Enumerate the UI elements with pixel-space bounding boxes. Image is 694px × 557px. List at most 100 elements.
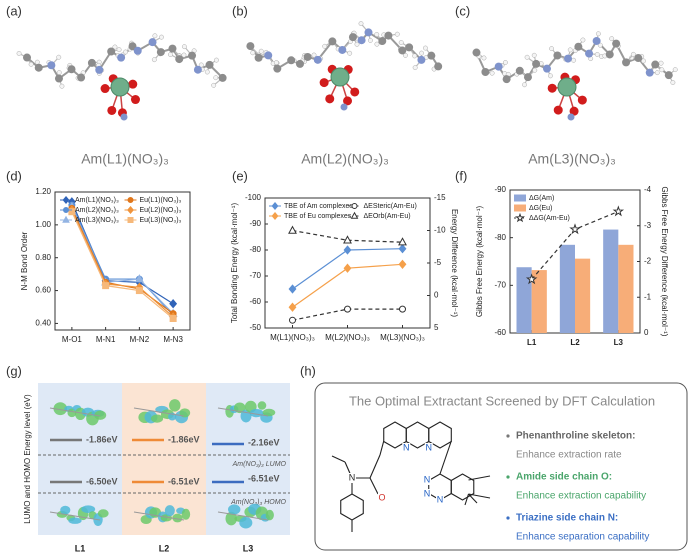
summary-title: The Optimal Extractant Screened by DFT C…: [349, 393, 655, 408]
atom: [494, 62, 503, 71]
marker: [343, 235, 352, 244]
atom: [254, 53, 263, 62]
atom: [193, 65, 202, 74]
legend-label: ΔG(Am): [529, 195, 554, 202]
atom: [56, 70, 62, 75]
atom: [547, 83, 557, 93]
atom: [116, 47, 122, 53]
bond: [439, 440, 452, 475]
marker: [169, 299, 178, 309]
marker: [102, 282, 110, 290]
legend-label: ΔESteric(Am-Eu): [364, 203, 417, 210]
point-text: Enhance separation capability: [516, 532, 649, 543]
atom: [422, 45, 428, 51]
point-text: Enhance extraction rate: [516, 450, 622, 461]
atom: [350, 87, 360, 97]
legend-label: ΔEOrb(Am-Eu): [364, 213, 411, 220]
legend-label: Am(L2)(NO₃)₃: [75, 207, 119, 214]
atom: [580, 37, 586, 43]
atom: [151, 57, 157, 63]
marker: [525, 273, 538, 285]
atom: [654, 70, 660, 76]
legend-label: TBE of Am complexes: [284, 203, 353, 210]
marker: [343, 263, 352, 273]
atom: [112, 44, 118, 50]
atom: [100, 84, 110, 94]
plot-frame: [54, 191, 191, 331]
panel-label: (a): [6, 3, 22, 18]
atom: [378, 37, 387, 46]
legend-marker: [351, 203, 358, 209]
atom: [95, 65, 104, 74]
atom: [605, 50, 614, 59]
molecule-skeleton: [49, 511, 101, 521]
orbital-lobe: [228, 504, 241, 515]
atom: [658, 60, 664, 66]
atom: [264, 51, 273, 60]
point-heading: Amide side chain O:: [516, 472, 612, 483]
orbital-lobe: [172, 513, 183, 523]
atom: [107, 47, 116, 56]
bullet: [506, 434, 510, 438]
molecule-skeleton: [49, 407, 101, 417]
label-bg: [423, 475, 431, 485]
legend-label: ΔΔG(Am-Eu): [529, 215, 570, 222]
structure-caption: Am(L3)(NO₃)₃: [528, 151, 616, 167]
atom: [523, 73, 532, 82]
legend-marker: [127, 205, 134, 215]
bond: [464, 493, 470, 506]
atom: [594, 52, 600, 57]
atom: [670, 80, 676, 85]
atom: [16, 50, 22, 56]
atom: [522, 82, 527, 88]
x-tick-label: L1: [527, 338, 537, 347]
atom: [374, 31, 380, 37]
atom: [577, 95, 587, 105]
panel-label: (g): [6, 363, 22, 378]
atom: [434, 62, 443, 71]
atom: [622, 58, 631, 67]
atom: [273, 60, 279, 66]
atom: [117, 53, 126, 62]
atom: [156, 48, 165, 57]
legend-label: Am(L1)(NO₃)₃: [75, 197, 119, 204]
point-text: Enhance extraction capability: [516, 491, 646, 502]
atom: [47, 61, 56, 70]
atom: [398, 40, 404, 45]
bar: [516, 267, 532, 333]
atom-label: N: [424, 474, 431, 484]
atom: [405, 43, 414, 52]
x-tick-label: M(L2)(NO₃)₃: [325, 333, 370, 342]
lumo-energy: -1.86eV: [168, 434, 200, 444]
atom: [328, 37, 337, 46]
atom: [548, 73, 553, 79]
orbital-lobe: [53, 402, 68, 416]
atom: [322, 43, 328, 49]
x-tick-label: M-N3: [163, 335, 183, 344]
atom: [532, 59, 541, 68]
atom: [295, 59, 304, 68]
y-tick-label: 0.40: [35, 319, 51, 328]
atom-label: N: [424, 488, 431, 498]
y-tick-label: 5: [434, 323, 439, 332]
marker: [612, 205, 625, 217]
marker: [343, 245, 352, 255]
y-tick-label: -10: [434, 226, 446, 235]
atom: [168, 44, 177, 53]
atom: [287, 56, 296, 65]
bar: [575, 258, 591, 333]
atom: [181, 44, 187, 50]
marker: [398, 237, 407, 246]
x-tick-label: M-O1: [62, 335, 83, 344]
legend-swatch: [514, 204, 526, 212]
x-tick-label: L3: [614, 338, 624, 347]
atom: [313, 55, 322, 64]
marker: [288, 284, 297, 294]
ring: [340, 493, 364, 521]
atom: [348, 33, 357, 42]
bar: [603, 229, 619, 333]
atom: [569, 106, 579, 116]
atom: [427, 51, 436, 60]
homo-energy: -6.50eV: [86, 476, 118, 486]
y-tick-label: 0.60: [35, 286, 51, 295]
